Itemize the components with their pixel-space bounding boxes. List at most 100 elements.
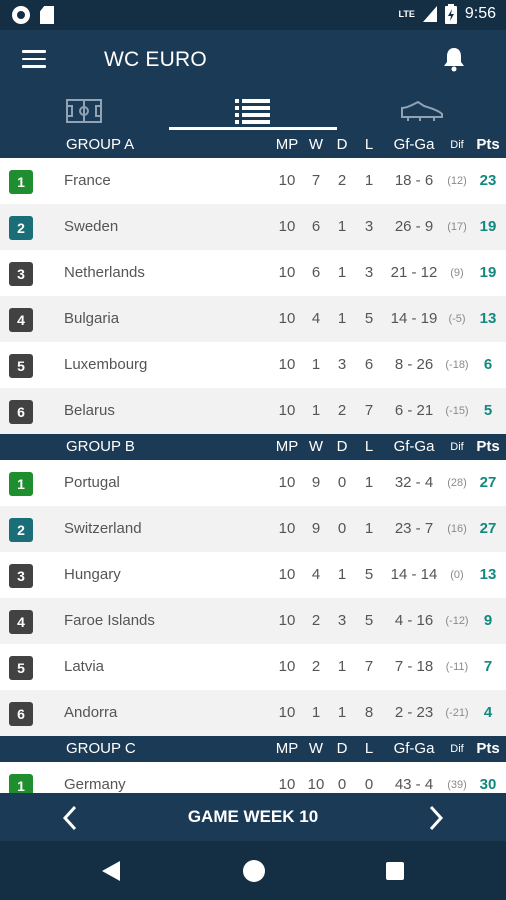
cell-w: 6	[311, 218, 321, 235]
home-circle-icon[interactable]	[243, 860, 265, 882]
group-header: GROUP A MP W D L Gf-Ga Dif Pts	[0, 132, 506, 158]
cell-pts: 30	[479, 776, 497, 793]
column-header-w: W	[308, 136, 324, 153]
column-header-d: D	[336, 438, 348, 455]
rank-badge: 3	[9, 262, 33, 286]
cell-w: 9	[311, 474, 321, 491]
column-header-w: W	[308, 438, 324, 455]
cell-dif: (-15)	[445, 405, 469, 417]
team-name: France	[64, 172, 111, 189]
tab-bar	[0, 90, 506, 132]
table-row[interactable]: 3 Netherlands 10 6 1 3 21 - 12 (9) 19	[0, 250, 506, 296]
cell-mp: 10	[278, 612, 296, 629]
group-name: GROUP B	[66, 438, 135, 455]
cell-l: 8	[364, 704, 374, 721]
cell-l: 1	[364, 474, 374, 491]
recent-apps-square-icon[interactable]	[386, 862, 404, 880]
standings-table[interactable]: GROUP A MP W D L Gf-Ga Dif Pts 1 France 10 7 2 1 18 - …	[0, 132, 506, 793]
rank-badge: 6	[9, 702, 33, 726]
cell-dif: (39)	[447, 779, 467, 791]
next-week-chevron-icon[interactable]	[420, 803, 450, 833]
table-row[interactable]: 1 Germany 10 10 0 0 43 - 4 (39) 30	[0, 762, 506, 793]
rank-badge: 5	[9, 354, 33, 378]
signal-icon	[422, 6, 437, 22]
cell-w: 1	[311, 402, 321, 419]
table-row[interactable]: 1 France 10 7 2 1 18 - 6 (12) 23	[0, 158, 506, 204]
cell-l: 1	[364, 520, 374, 537]
table-row[interactable]: 3 Hungary 10 4 1 5 14 - 14 (0) 13	[0, 552, 506, 598]
column-header-l: L	[364, 438, 374, 455]
cell-dif: (17)	[447, 221, 467, 233]
team-name: Sweden	[64, 218, 119, 235]
cell-w: 9	[311, 520, 321, 537]
cell-mp: 10	[278, 218, 296, 235]
cell-gfga: 21 - 12	[390, 264, 438, 281]
hamburger-menu-icon[interactable]	[22, 50, 46, 68]
cell-mp: 10	[278, 172, 296, 189]
cell-d: 2	[337, 402, 347, 419]
table-row[interactable]: 4 Bulgaria 10 4 1 5 14 - 19 (-5) 13	[0, 296, 506, 342]
table-row[interactable]: 1 Portugal 10 9 0 1 32 - 4 (28) 27	[0, 460, 506, 506]
cell-l: 0	[364, 776, 374, 793]
column-header-pts: Pts	[476, 740, 500, 757]
cell-w: 2	[311, 612, 321, 629]
team-name: Bulgaria	[64, 310, 120, 327]
soccer-field-icon	[66, 99, 102, 123]
cell-d: 1	[337, 218, 347, 235]
tab-field[interactable]	[0, 90, 168, 132]
cell-dif: (-12)	[445, 615, 469, 627]
active-tab-indicator	[169, 127, 337, 130]
cell-w: 1	[311, 356, 321, 373]
cell-mp: 10	[278, 566, 296, 583]
bell-icon[interactable]	[442, 46, 466, 72]
table-row[interactable]: 6 Andorra 10 1 1 8 2 - 23 (-21) 4	[0, 690, 506, 736]
cell-dif: (0)	[450, 569, 464, 581]
table-row[interactable]: 2 Sweden 10 6 1 3 26 - 9 (17) 19	[0, 204, 506, 250]
rank-badge: 1	[9, 472, 33, 496]
team-name: Luxembourg	[64, 356, 148, 373]
status-bar: LTE 9:56	[0, 0, 506, 30]
column-header-mp: MP	[275, 136, 299, 153]
tab-standings[interactable]	[169, 90, 337, 132]
sd-card-icon	[40, 6, 54, 24]
column-header-mp: MP	[275, 740, 299, 757]
back-triangle-icon[interactable]	[100, 859, 122, 883]
cell-d: 1	[337, 658, 347, 675]
cell-w: 1	[311, 704, 321, 721]
rank-badge: 2	[9, 518, 33, 542]
team-name: Latvia	[64, 658, 105, 675]
table-row[interactable]: 6 Belarus 10 1 2 7 6 - 21 (-15) 5	[0, 388, 506, 434]
cell-mp: 10	[278, 520, 296, 537]
rank-badge: 2	[9, 216, 33, 240]
cell-l: 1	[364, 172, 374, 189]
previous-week-chevron-icon[interactable]	[56, 803, 86, 833]
rank-badge: 3	[9, 564, 33, 588]
table-row[interactable]: 2 Switzerland 10 9 0 1 23 - 7 (16) 27	[0, 506, 506, 552]
cell-d: 3	[337, 356, 347, 373]
cell-d: 0	[337, 520, 347, 537]
column-header-gfga: Gf-Ga	[393, 136, 435, 153]
cell-pts: 19	[479, 218, 497, 235]
cell-gfga: 4 - 16	[394, 612, 434, 629]
table-row[interactable]: 5 Latvia 10 2 1 7 7 - 18 (-11) 7	[0, 644, 506, 690]
cell-mp: 10	[278, 310, 296, 327]
cell-pts: 13	[479, 310, 497, 327]
cell-l: 6	[364, 356, 374, 373]
column-header-gfga: Gf-Ga	[393, 740, 435, 757]
cell-d: 0	[337, 474, 347, 491]
cell-gfga: 26 - 9	[394, 218, 434, 235]
table-row[interactable]: 4 Faroe Islands 10 2 3 5 4 - 16 (-12) 9	[0, 598, 506, 644]
cell-dif: (12)	[447, 175, 467, 187]
cell-mp: 10	[278, 402, 296, 419]
column-header-l: L	[364, 740, 374, 757]
cell-l: 5	[364, 566, 374, 583]
table-row[interactable]: 5 Luxembourg 10 1 3 6 8 - 26 (-18) 6	[0, 342, 506, 388]
cell-gfga: 18 - 6	[394, 172, 434, 189]
cell-dif: (-5)	[448, 313, 466, 325]
column-header-d: D	[336, 136, 348, 153]
cell-mp: 10	[278, 356, 296, 373]
tab-scorers[interactable]	[338, 90, 506, 132]
cell-pts: 4	[483, 704, 493, 721]
cell-gfga: 43 - 4	[394, 776, 434, 793]
notification-circle-icon	[12, 6, 30, 24]
